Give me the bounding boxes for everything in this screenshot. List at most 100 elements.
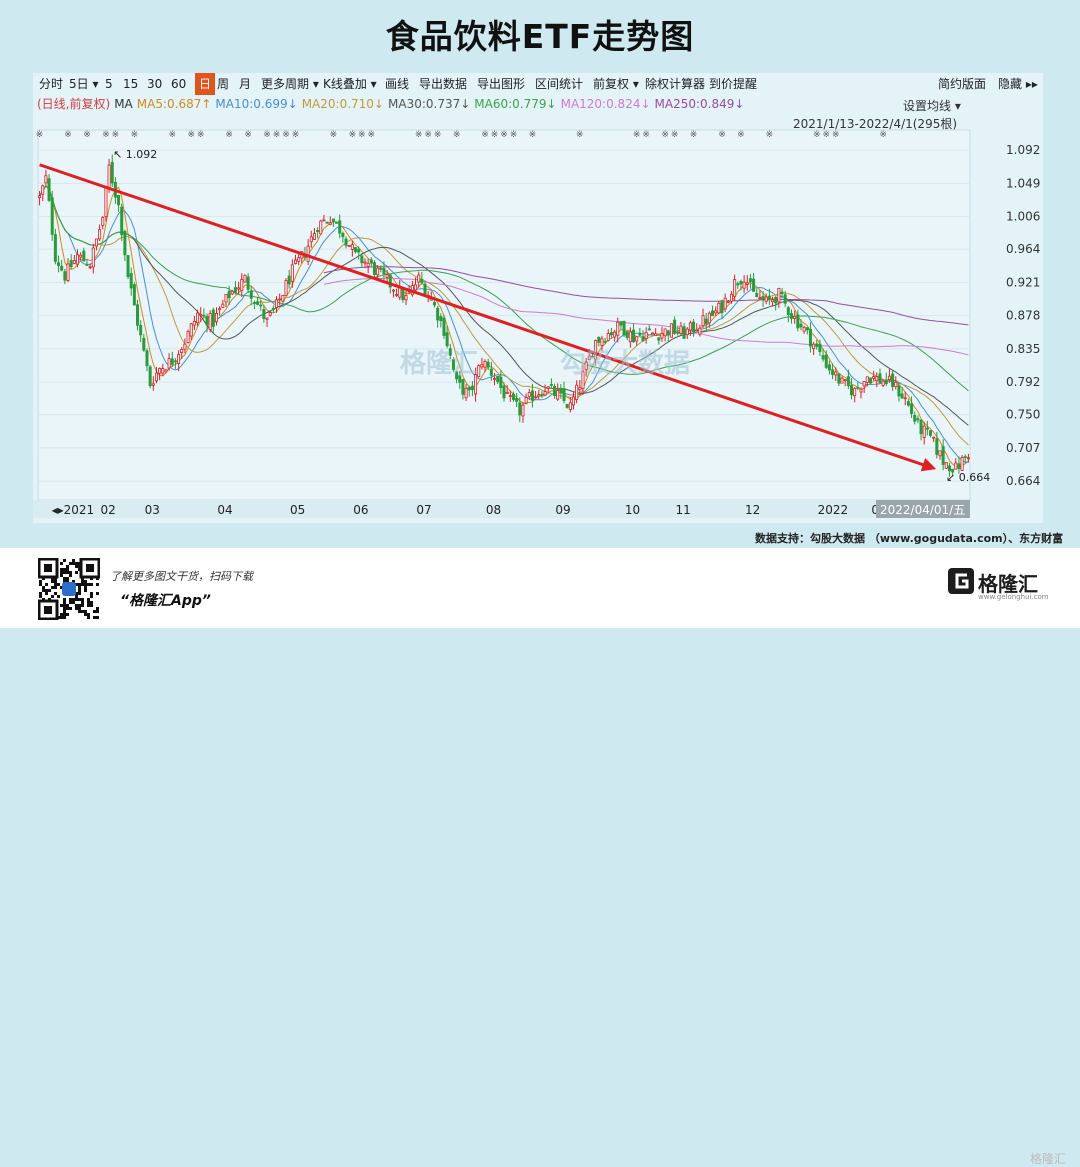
candle-body [736, 283, 740, 286]
candle-body [698, 327, 702, 335]
ma-legend-label: MA [114, 97, 133, 111]
chart-watermark: 格隆汇 [400, 348, 478, 379]
event-marker: ※ [424, 130, 432, 140]
candle-body [511, 393, 515, 401]
toolbar-item[interactable]: 更多周期 ▾ [261, 77, 319, 91]
toolbar-item[interactable]: K线叠加 ▾ [323, 77, 377, 91]
event-marker: ※ [244, 130, 252, 140]
candle-body [139, 324, 143, 336]
candle-body [720, 300, 724, 314]
toolbar-item[interactable]: 导出数据 [419, 77, 468, 91]
candle-body [821, 355, 825, 360]
candle-body [376, 267, 380, 276]
y-tick-label: 0.750 [1006, 408, 1040, 422]
ma-legend-item: MA5:0.687↑ [136, 97, 212, 111]
candle-body [891, 373, 895, 388]
y-tick-label: 0.664 [1006, 474, 1040, 488]
x-tick-label: 2022 [818, 503, 849, 517]
toolbar-item[interactable]: 60 [171, 77, 187, 91]
candle-body [382, 267, 386, 275]
candle-body [243, 275, 247, 283]
candle-body [868, 377, 872, 384]
candle-body [196, 312, 200, 324]
setup-ma-dropdown[interactable]: 设置均线 ▾ [903, 99, 961, 113]
candle-body [644, 332, 648, 339]
candle-body [145, 350, 149, 367]
toolbar-item[interactable]: 区间统计 [535, 77, 584, 91]
candle-body [357, 248, 361, 253]
toolbar-item[interactable]: 5日 ▾ [69, 77, 99, 91]
candle-body [906, 401, 910, 406]
footer: 了解更多图文干货，扫码下载 “格隆汇App” 格隆汇 www.gelonghui… [0, 548, 1080, 1166]
candle-body [161, 368, 165, 374]
toolbar-item[interactable]: 前复权 ▾ [593, 77, 639, 91]
candle-body [75, 254, 79, 265]
toolbar-right-item[interactable]: 简约版面 [938, 77, 987, 91]
toolbar-right-item[interactable]: 隐藏 ▸▸ [998, 77, 1038, 91]
x-tick-label: 04 [217, 503, 232, 517]
ma-legend: (日线,前复权) MA MA5:0.687↑ MA10:0.699↓ MA20:0.71… [37, 95, 748, 113]
toolbar-item[interactable]: 除权计算器 [645, 77, 706, 91]
toolbar-item[interactable]: 到价提醒 [709, 77, 758, 91]
candle-body [777, 287, 781, 303]
candle-body [170, 358, 174, 365]
toolbar-item[interactable]: 15 [123, 77, 139, 91]
candle-body [395, 294, 399, 296]
candle-body [278, 298, 282, 301]
candle-body [941, 446, 945, 465]
candle-body [379, 267, 383, 270]
candle-body [489, 368, 493, 376]
candle-body [180, 349, 184, 353]
candle-body [540, 393, 544, 396]
candle-body [483, 361, 487, 368]
candle-body [186, 331, 190, 343]
candle-body [341, 232, 345, 238]
toolbar-item[interactable]: 导出图形 [477, 77, 526, 91]
candle-body [711, 310, 715, 317]
candle-body [581, 371, 585, 389]
y-tick-label: 0.707 [1006, 441, 1040, 455]
candle-body [903, 397, 907, 400]
candle-body [575, 384, 579, 400]
candle-body [391, 289, 395, 292]
candle-body [584, 361, 588, 371]
toolbar-item[interactable]: 分时 [39, 77, 64, 91]
candle-body [808, 328, 812, 347]
event-marker: ※ [197, 130, 205, 140]
candle-body [271, 308, 275, 310]
candle-body [733, 279, 737, 297]
candle-body [587, 355, 591, 360]
candle-body [252, 302, 256, 304]
event-marker: ※ [642, 130, 650, 140]
candle-body [360, 255, 364, 264]
candle-body [148, 366, 152, 387]
candle-body [268, 312, 272, 316]
candle-body [496, 375, 500, 383]
candle-body [565, 404, 569, 409]
candle-body [802, 326, 806, 332]
candle-body [347, 245, 351, 247]
candle-body [752, 278, 756, 292]
candle-body [758, 297, 762, 300]
candle-body [850, 384, 854, 396]
candle-body [650, 332, 654, 335]
toolbar-item[interactable]: 5 [105, 77, 113, 91]
candle-body [88, 266, 92, 269]
candle-body [436, 307, 440, 321]
toolbar-item[interactable]: 月 [239, 77, 252, 91]
candle-body [865, 376, 869, 383]
toolbar-item[interactable]: 画线 [385, 77, 410, 91]
toolbar-item[interactable]: 周 [217, 77, 230, 91]
candle-body [843, 379, 847, 382]
candle-body [275, 299, 279, 308]
candle-body [72, 259, 76, 264]
candle-body [91, 247, 95, 268]
candle-body [293, 259, 297, 264]
toolbar-item[interactable]: 日 [195, 73, 216, 95]
candle-body [954, 462, 958, 470]
candle-body [887, 375, 891, 380]
toolbar-item[interactable]: 30 [147, 77, 163, 91]
candle-body [259, 304, 263, 307]
candle-body [549, 383, 553, 386]
candle-body [748, 278, 752, 283]
